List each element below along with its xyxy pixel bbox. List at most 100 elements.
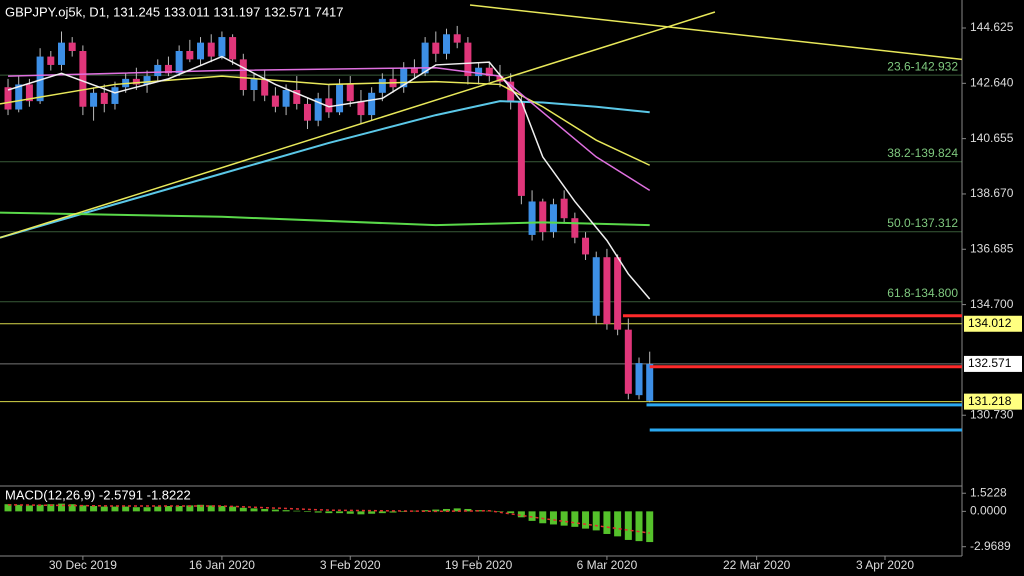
y-tick-label: 138.670	[970, 186, 1014, 200]
y-tick-label: 130.730	[970, 407, 1014, 421]
candle-body	[336, 84, 344, 113]
macd-bar	[357, 511, 365, 515]
x-tick-label: 3 Apr 2020	[856, 558, 914, 572]
candle-body	[132, 78, 140, 85]
indicator-line	[0, 100, 650, 239]
candle-body	[485, 67, 493, 77]
macd-bar	[90, 506, 98, 512]
candle-body	[368, 92, 376, 116]
x-tick-label: 30 Dec 2019	[49, 558, 117, 572]
fib-label: 23.6-142.932	[887, 59, 958, 73]
macd-bar	[464, 508, 472, 512]
price-label-box	[964, 393, 1022, 410]
candle-body	[4, 87, 12, 110]
candle-body	[507, 81, 515, 102]
candle-body	[528, 201, 536, 235]
macd-bar	[592, 511, 600, 531]
macd-bar	[197, 504, 205, 512]
x-tick-label: 3 Feb 2020	[320, 558, 381, 572]
candle-body	[582, 237, 590, 255]
y-tick-label: 136.685	[970, 241, 1014, 255]
candle-body	[47, 56, 55, 65]
candle-body	[197, 42, 205, 60]
candle-body	[624, 329, 632, 394]
macd-bar	[175, 506, 183, 512]
candle-body	[592, 257, 600, 316]
macd-bar	[314, 511, 322, 513]
candle-body	[154, 64, 162, 77]
indicator-line	[0, 11, 716, 239]
macd-bar	[378, 511, 386, 514]
macd-bar	[539, 511, 547, 524]
candle-body	[57, 42, 65, 65]
macd-bar	[47, 504, 55, 512]
candle-body	[549, 204, 557, 233]
macd-bar	[4, 504, 12, 512]
macd-bar	[389, 511, 397, 513]
candle-body	[15, 84, 23, 110]
macd-title: MACD(12,26,9) -2.5791 -1.8222	[5, 487, 191, 502]
macd-bar	[603, 511, 611, 534]
macd-bar	[79, 505, 87, 512]
candle-body	[261, 78, 269, 96]
macd-bar	[261, 508, 269, 512]
candle-body	[475, 67, 483, 77]
candle-body	[143, 76, 151, 85]
price-label: 134.012	[968, 316, 1012, 330]
macd-bar	[100, 506, 108, 512]
y-tick-label: 144.625	[970, 20, 1014, 34]
macd-bar	[443, 508, 451, 512]
macd-bar	[560, 511, 568, 526]
candle-body	[539, 201, 547, 233]
macd-bar	[336, 511, 344, 514]
macd-bar	[68, 504, 76, 512]
candle-body	[293, 90, 301, 104]
candle-body	[464, 42, 472, 77]
macd-bar	[507, 511, 515, 514]
candle-body	[175, 50, 183, 74]
candle-body	[560, 198, 568, 219]
candle-body	[25, 84, 33, 102]
macd-bar	[400, 511, 408, 512]
candle-body	[453, 34, 461, 43]
candle-body	[111, 87, 119, 104]
candle-body	[646, 363, 654, 401]
macd-bar	[154, 506, 162, 512]
macd-bar	[271, 509, 279, 512]
candle-body	[410, 67, 418, 74]
macd-bar	[421, 510, 429, 512]
macd-bar	[453, 508, 461, 512]
macd-bar	[582, 511, 590, 529]
candle-body	[635, 363, 643, 396]
candle-body	[250, 78, 258, 91]
price-label-box	[964, 315, 1022, 332]
y-tick-label: 134.700	[970, 297, 1014, 311]
indicator-line	[469, 4, 963, 61]
candle-body	[346, 84, 354, 102]
macd-bar	[25, 505, 33, 512]
price-label: 131.218	[968, 394, 1012, 408]
candle-body	[282, 90, 290, 107]
y-tick-label: 140.655	[970, 131, 1014, 145]
candle-body	[571, 218, 579, 238]
x-tick-label: 16 Jan 2020	[189, 558, 255, 572]
macd-bar	[432, 509, 440, 512]
fib-label: 61.8-134.800	[887, 286, 958, 300]
macd-bar	[549, 511, 557, 525]
macd-bar	[15, 504, 23, 512]
candle-body	[303, 103, 311, 121]
macd-bar	[111, 506, 119, 512]
candle-body	[325, 98, 333, 113]
candle-body	[314, 98, 322, 121]
candle-body	[443, 34, 451, 54]
candle-body	[421, 42, 429, 74]
macd-bar	[624, 511, 632, 540]
macd-bar	[164, 506, 172, 512]
candle-body	[36, 56, 44, 102]
price-label: 132.571	[968, 356, 1012, 370]
macd-bar	[303, 511, 311, 512]
y-tick-label: 142.640	[970, 75, 1014, 89]
candle-body	[357, 101, 365, 116]
candle-body	[100, 92, 108, 104]
macd-bar	[528, 511, 536, 521]
